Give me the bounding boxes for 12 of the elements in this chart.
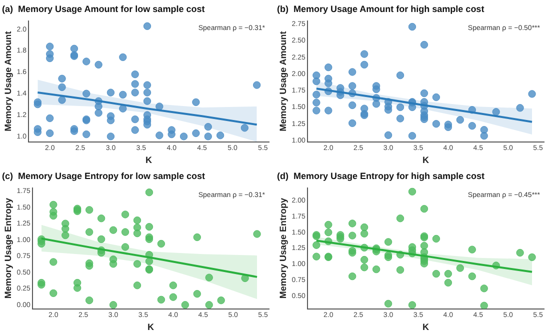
chart-title: (d) Memory Usage Entropy for high sample cost bbox=[277, 170, 485, 181]
x-axis-title: K bbox=[422, 155, 430, 166]
chart-title: (b) Memory Usage Amount for high sample cost bbox=[277, 4, 484, 14]
y-axis-title: Memory Usage Entropy bbox=[278, 198, 288, 299]
x-axis-title: K bbox=[422, 322, 430, 332]
y-axis-title: Memory Usage Amount bbox=[278, 31, 288, 132]
chart-title: (c) Memory Usage Entropy for low sample cost bbox=[2, 170, 206, 181]
y-axis-title: Memory Usage Entropy bbox=[2, 198, 13, 299]
x-axis-title: K bbox=[146, 155, 153, 166]
y-axis-title: Memory Usage Amount bbox=[2, 31, 13, 132]
chart-title: (a) Memory Usage Amount for low sample cost bbox=[2, 4, 205, 14]
x-axis-title: K bbox=[147, 322, 154, 332]
